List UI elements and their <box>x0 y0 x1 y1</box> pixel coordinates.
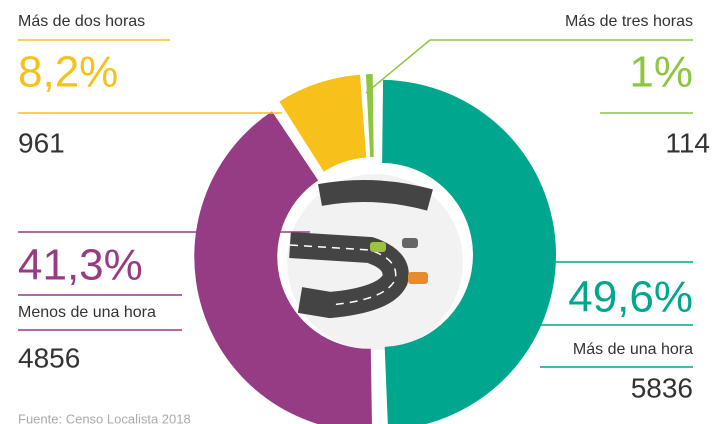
slices <box>194 74 556 424</box>
count-label: 114 <box>665 127 710 158</box>
center-illustration <box>287 174 463 350</box>
leader-line <box>365 39 431 94</box>
percent-label: 1% <box>629 48 693 97</box>
road-marking <box>289 244 397 306</box>
count-label: 4856 <box>18 342 80 373</box>
percent-label: 41,3% <box>18 241 143 290</box>
car <box>402 238 418 248</box>
category-label: Más de tres horas <box>565 13 693 30</box>
labels: Más de una hora 49,6% 5836 Menos de una hor… <box>18 13 710 403</box>
count-label: 961 <box>18 127 65 158</box>
count-label: 5836 <box>631 372 693 403</box>
category-label: Más de dos horas <box>18 13 145 30</box>
percent-label: 8,2% <box>18 48 118 97</box>
slice <box>382 79 556 424</box>
car <box>370 242 386 252</box>
car <box>408 272 428 284</box>
source: Fuente: Censo Localista 2018 <box>18 411 191 424</box>
category-label: Más de una hora <box>573 341 693 358</box>
road <box>318 180 433 211</box>
category-label: Menos de una hora <box>18 304 156 321</box>
slice <box>365 74 374 158</box>
slice <box>279 74 367 172</box>
slice <box>194 111 372 424</box>
percent-label: 49,6% <box>568 273 693 322</box>
